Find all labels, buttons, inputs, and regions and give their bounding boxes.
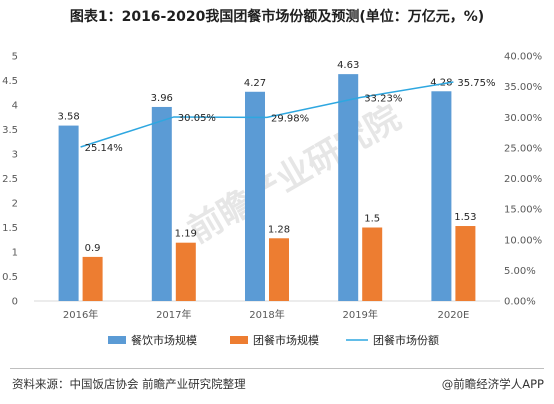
category-label: 2016年 xyxy=(63,308,98,321)
left-tick-label: 3.5 xyxy=(2,125,18,136)
bar-dining-value-label: 4.63 xyxy=(337,60,359,71)
left-tick-label: 0.5 xyxy=(2,272,18,283)
footer: 资料来源：中国饭店协会 前瞻产业研究院整理 @前瞻经济学人APP xyxy=(0,372,554,394)
right-tick-label: 0.00% xyxy=(504,297,536,308)
left-tick-label: 4.5 xyxy=(2,76,18,87)
bar-group-meal-market xyxy=(175,242,196,301)
share-line xyxy=(80,81,454,148)
share-value-label: 29.98% xyxy=(271,113,309,124)
left-tick-label: 5 xyxy=(12,52,18,63)
left-tick-label: 3 xyxy=(12,150,18,161)
bar-group-meal-value-label: 1.5 xyxy=(364,214,380,225)
combo-chart: 前瞻产业研究院00.511.522.533.544.550.00%5.00%10… xyxy=(2,52,542,348)
bar-group-meal-market xyxy=(455,226,476,301)
share-value-label: 35.75% xyxy=(457,78,495,89)
right-tick-label: 35.00% xyxy=(504,82,542,93)
bar-group-meal-value-label: 1.53 xyxy=(454,212,476,223)
bar-dining-market xyxy=(151,106,172,302)
left-tick-label: 0 xyxy=(12,297,18,308)
right-tick-label: 15.00% xyxy=(504,205,542,216)
bar-group-meal-value-label: 1.19 xyxy=(175,229,197,240)
category-label: 2019年 xyxy=(342,308,377,321)
share-value-label: 30.05% xyxy=(178,113,216,124)
legend-dining-market-swatch xyxy=(108,336,126,344)
source-note: 资料来源：中国饭店协会 前瞻产业研究院整理 xyxy=(12,377,246,391)
share-value-label: 33.23% xyxy=(364,93,402,104)
bar-group-meal-value-label: 0.9 xyxy=(85,243,101,254)
legend-dining-market-label: 餐饮市场规模 xyxy=(131,333,197,347)
left-tick-label: 4 xyxy=(12,101,18,112)
right-tick-label: 10.00% xyxy=(504,235,542,246)
bar-group-meal-market xyxy=(362,227,383,301)
category-label: 2020E xyxy=(438,310,470,321)
right-tick-label: 25.00% xyxy=(504,143,542,154)
right-tick-label: 20.00% xyxy=(504,174,542,185)
legend-group-meal-market-swatch xyxy=(230,336,248,344)
share-value-label: 25.14% xyxy=(85,143,123,154)
bar-group-meal-market xyxy=(82,256,103,301)
bar-dining-market xyxy=(431,91,452,301)
bar-dining-market xyxy=(338,74,359,301)
footer-divider xyxy=(10,368,544,369)
left-tick-label: 2 xyxy=(12,199,18,210)
category-label: 2017年 xyxy=(156,308,191,321)
bar-group-meal-value-label: 1.28 xyxy=(268,224,290,235)
bar-group-meal-market xyxy=(269,238,289,301)
legend-group-meal-market-label: 团餐市场规模 xyxy=(253,333,319,347)
bar-dining-market xyxy=(58,125,79,301)
bar-dining-value-label: 3.58 xyxy=(57,112,79,123)
chart-title: 图表1：2016-2020我国团餐市场份额及预测(单位：万亿元，%) xyxy=(69,9,485,25)
brand-credit: @前瞻经济学人APP xyxy=(441,377,544,391)
chart-area: 前瞻产业研究院 0 0.5 1 1.5 2 2.5 3 3.5 4 4.5 5 0.00% 5.00% 10… xyxy=(0,34,554,366)
left-tick-label: 1.5 xyxy=(2,223,18,234)
category-label: 2018年 xyxy=(249,308,284,321)
left-tick-label: 1 xyxy=(12,248,18,259)
right-tick-label: 5.00% xyxy=(504,266,536,277)
legend-share-label: 团餐市场份额 xyxy=(373,333,439,347)
right-tick-label: 40.00% xyxy=(504,52,542,63)
bar-dining-market xyxy=(245,91,265,301)
left-tick-label: 2.5 xyxy=(2,174,18,185)
right-tick-label: 30.00% xyxy=(504,113,542,124)
bar-dining-value-label: 3.96 xyxy=(151,93,173,104)
bar-dining-value-label: 4.28 xyxy=(430,77,452,88)
bar-dining-value-label: 4.27 xyxy=(244,78,266,89)
